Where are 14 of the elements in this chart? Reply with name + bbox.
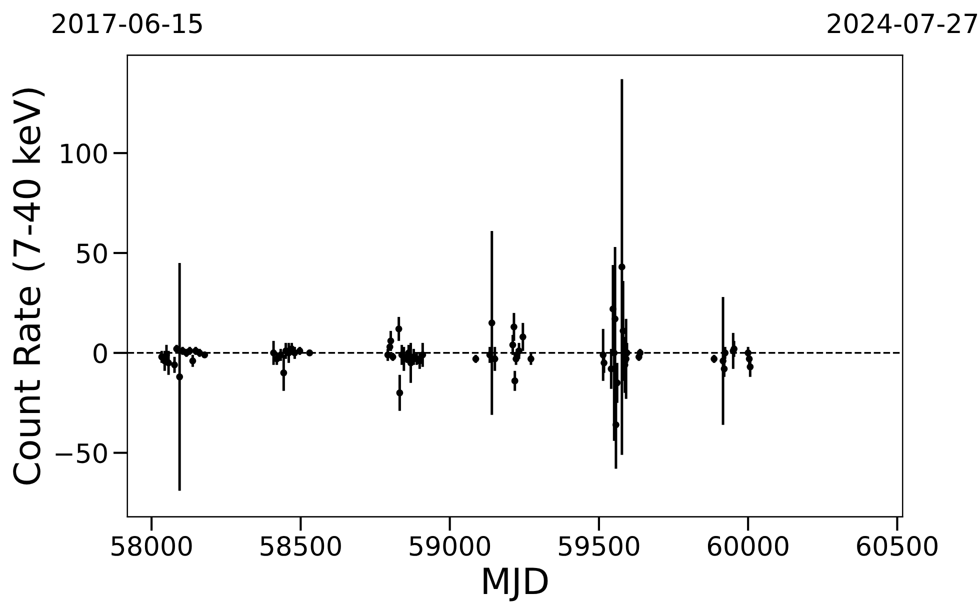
y-axis-title: Count Rate (7-40 keV) — [12, 88, 45, 484]
x-axis-title: MJD — [484, 568, 548, 602]
x-tick-label: 60000 — [708, 536, 788, 556]
y-tick-label: −50 — [56, 443, 107, 464]
x2-tick-label: 2017-06-15 — [52, 13, 202, 34]
x-tick-label: 59500 — [559, 536, 640, 556]
x-tick-label: 60500 — [857, 536, 938, 556]
x-tick-label: 58000 — [112, 536, 192, 556]
x-tick-label: 59000 — [410, 536, 490, 556]
x-tick-label: 58500 — [260, 536, 341, 556]
x2-tick-label: 2024-07-27 — [828, 13, 978, 34]
y-tick-label: 100 — [61, 144, 107, 164]
y-tick-label: 50 — [77, 243, 107, 264]
y-tick-label: 0 — [94, 343, 107, 364]
